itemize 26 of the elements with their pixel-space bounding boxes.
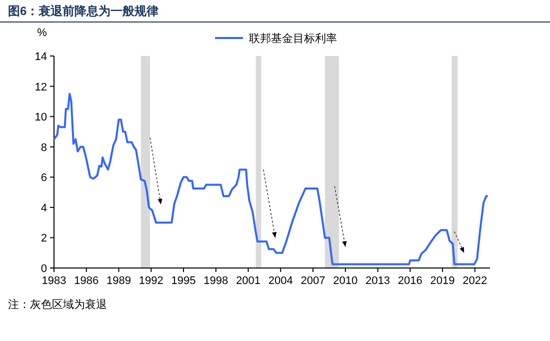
x-tick-label: 1983: [42, 275, 66, 287]
x-tick-label: 1992: [138, 275, 164, 287]
x-tick-label: 2013: [366, 275, 390, 287]
y-axis-title: %: [37, 27, 48, 39]
y-tick-label: 4: [40, 202, 47, 214]
x-tick-label: 1986: [74, 275, 99, 287]
x-tick-label: 2016: [398, 275, 422, 287]
text: 注：灰色区域为衰退: [8, 298, 107, 311]
x-tick-label: 1989: [106, 275, 131, 287]
y-tick-label: 12: [34, 81, 47, 94]
y-tick-label: 6: [40, 172, 47, 184]
y-tick-label: 2: [40, 232, 47, 245]
y-tick-label: 8: [40, 142, 47, 154]
y-tick-label: 14: [34, 51, 47, 63]
x-tick-label: 2001: [236, 275, 260, 287]
x-tick-label: 2010: [333, 275, 358, 287]
x-tick-label: 2007: [300, 275, 326, 287]
legend-label: 联邦基金目标利率: [249, 32, 337, 45]
x-tick-label: 2019: [430, 275, 455, 287]
x-tick-label: 1995: [171, 275, 196, 287]
y-tick-label: 0: [40, 263, 47, 275]
y-tick-label: 10: [34, 112, 47, 124]
x-tick-label: 2022: [462, 275, 488, 287]
x-tick-label: 1998: [204, 275, 228, 287]
chart-title: 图6：衰退前降息为一般规律: [8, 4, 159, 18]
x-tick-label: 2004: [268, 275, 293, 287]
